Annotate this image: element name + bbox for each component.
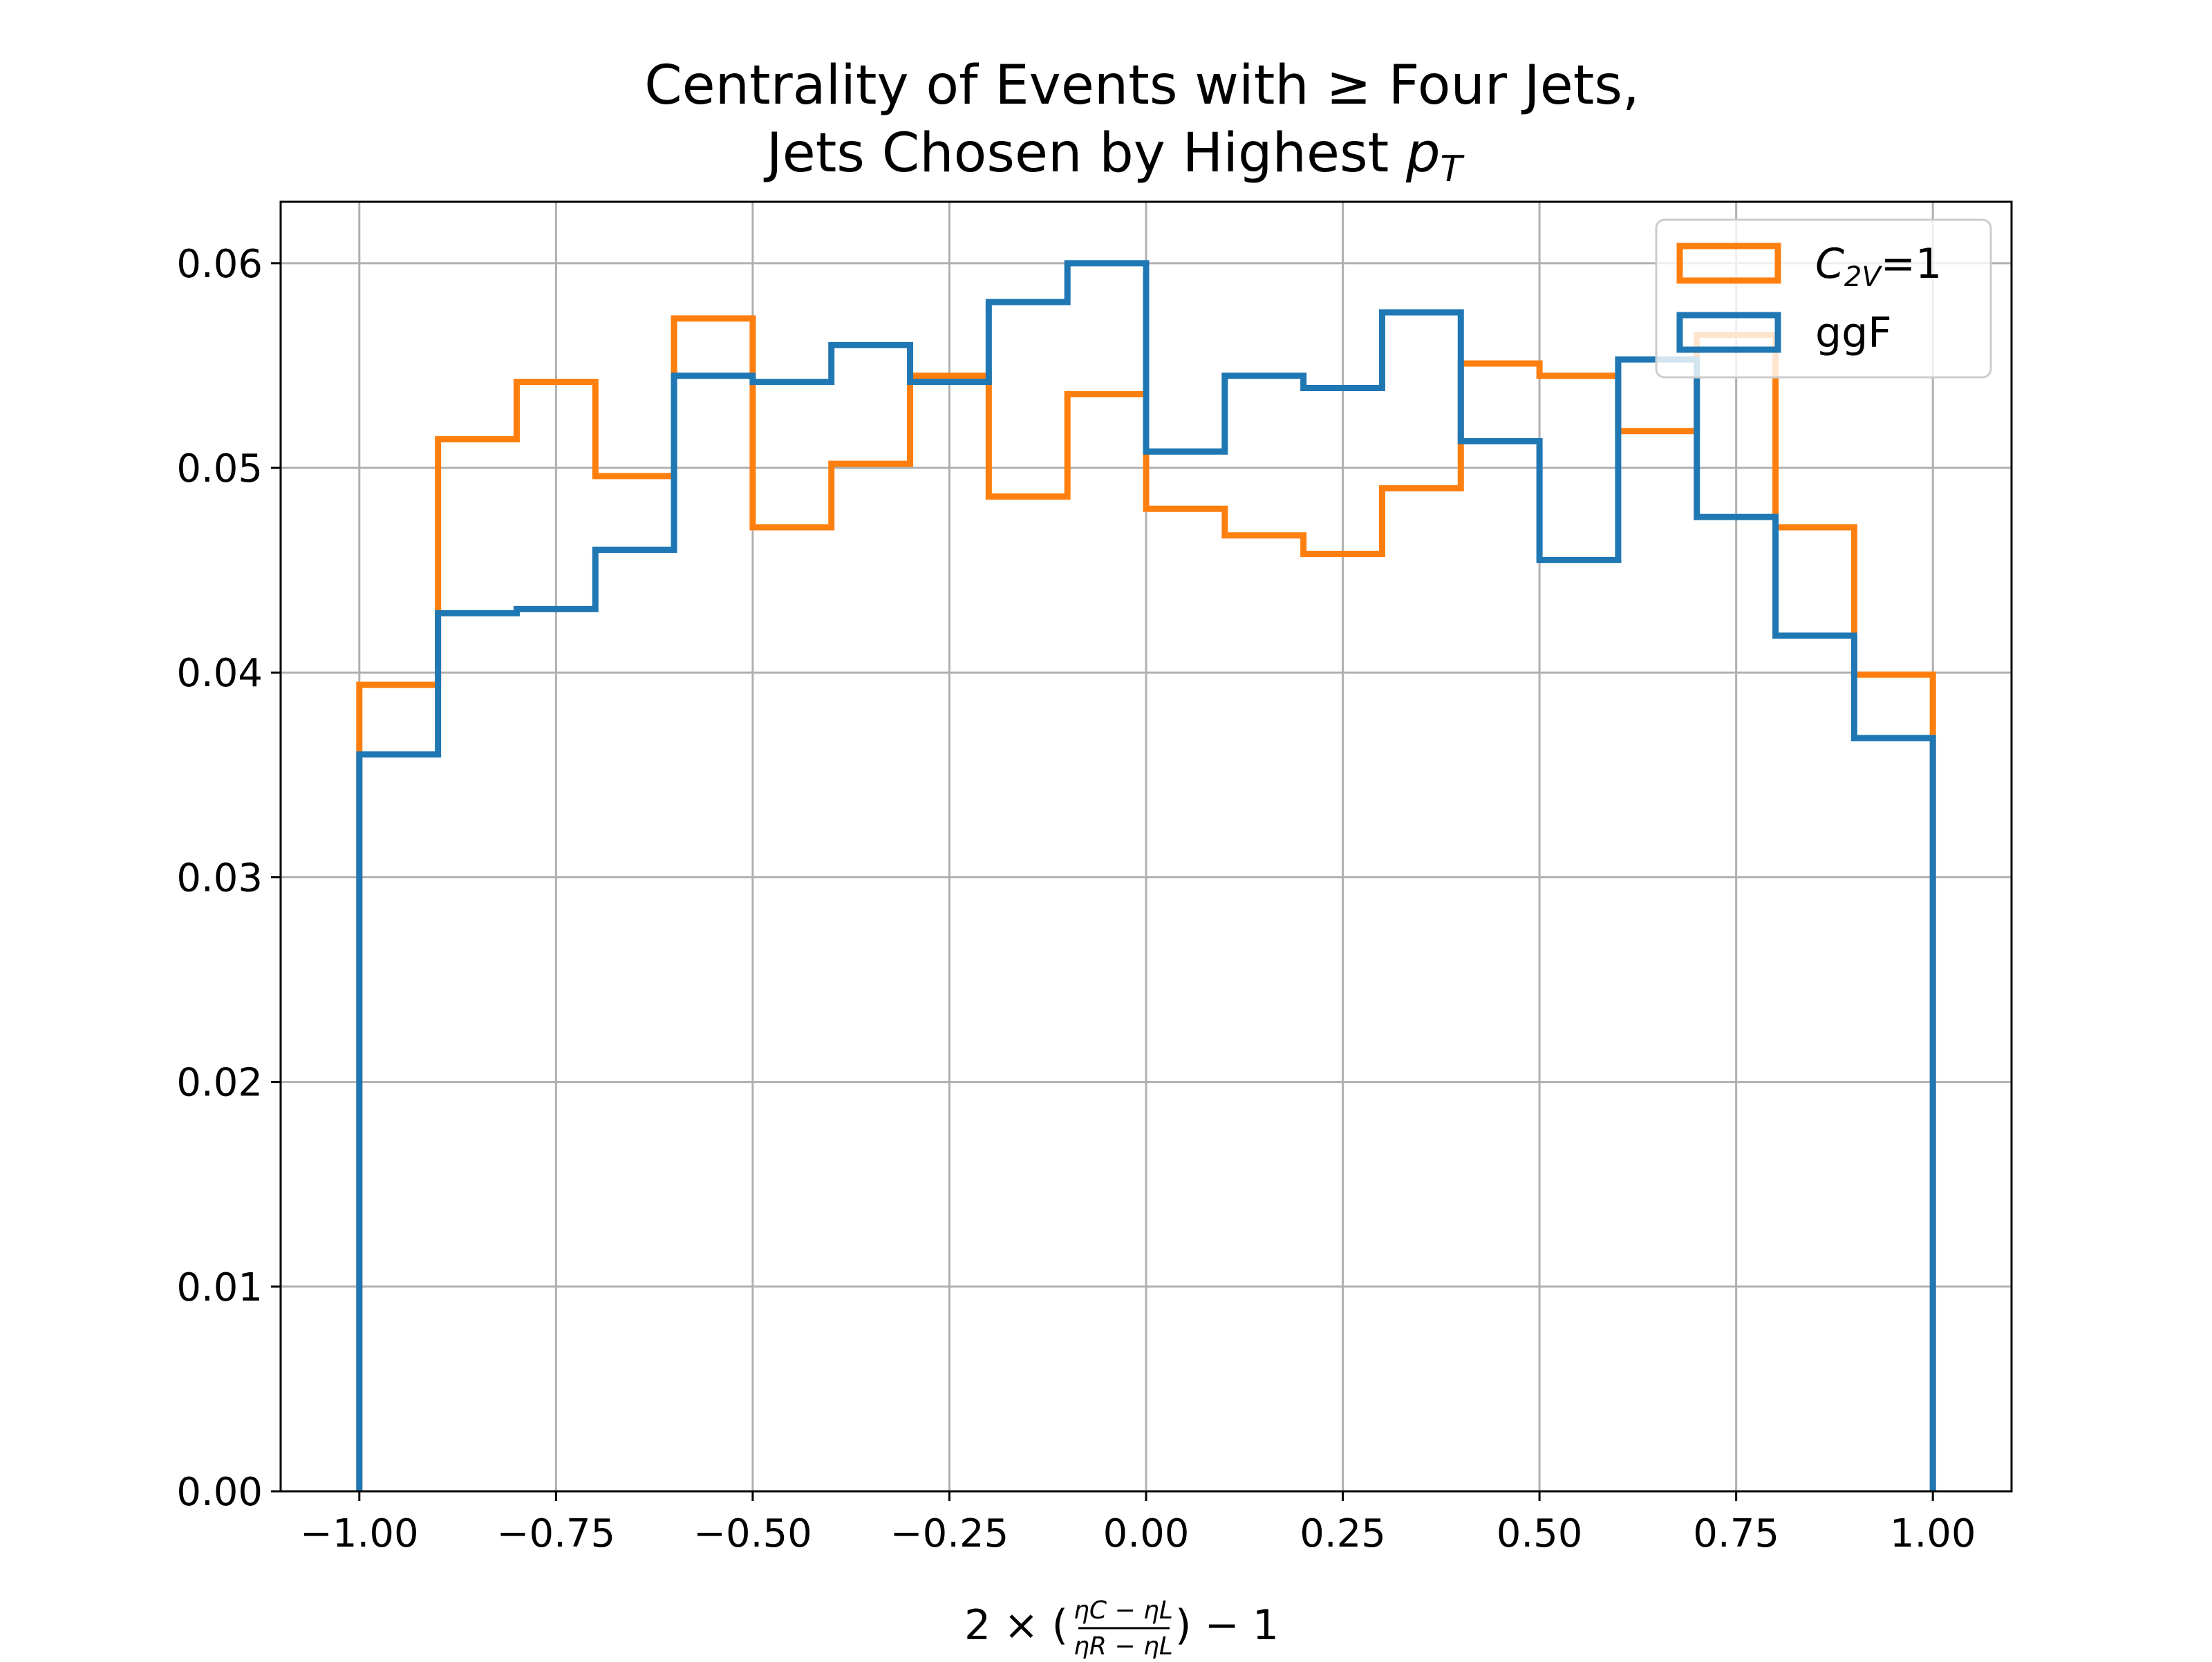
chart-title-math-base: p [1405,122,1441,185]
y-tick-label: 0.00 [176,1470,263,1515]
x-tick-label: −0.25 [890,1511,1009,1556]
series-layer [356,260,1936,1491]
chart-title-line-1: Centrality of Events with ≥ Four Jets, [644,55,1640,117]
x-tick-label: 0.00 [1103,1511,1190,1556]
x-tick-label: −0.75 [497,1511,616,1556]
x-axis-label-suffix: ) − 1 [1175,1601,1279,1650]
chart-title-math-sub: T [1440,149,1465,190]
chart-title-line-2-text: Jets Chosen by Highest [763,122,1406,185]
legend: C2V=1 ggF [1655,218,1992,379]
y-tick-label: 0.04 [176,651,263,696]
legend-swatch-ggf [1676,312,1781,353]
x-tick-label: 0.50 [1497,1511,1583,1556]
x-tick-label: 0.25 [1300,1511,1386,1556]
legend-label-c2v-sub: 2V [1844,261,1882,293]
x-axis-label: 2 × ( ηC − ηL ηR − ηL ) − 1 [964,1596,1279,1661]
legend-label-c2v: C2V=1 [1815,240,1942,293]
chart-title-line-2: Jets Chosen by Highest pT [763,122,1465,190]
x-axis-label-numerator: ηC − ηL [1074,1596,1173,1625]
y-tick-label: 0.01 [176,1265,263,1310]
legend-label-c2v-suffix: =1 [1881,240,1942,288]
legend-box [1655,218,1992,379]
y-tick-label: 0.03 [176,856,263,900]
tick-layer: −1.00 −0.75 −0.50 −0.25 0.00 0.25 0.50 0.75 1.00… [176,242,1976,1556]
x-tick-label: −0.50 [693,1511,812,1556]
legend-swatch-c2v [1676,243,1781,284]
histogram-series-ggf [356,260,1936,1491]
legend-label-ggf: ggF [1815,309,1892,357]
y-tick-label: 0.06 [176,242,263,287]
y-tick-label: 0.05 [176,446,263,491]
x-tick-label: 1.00 [1890,1511,1976,1556]
x-tick-label: −1.00 [300,1511,419,1556]
legend-label-c2v-base: C [1815,240,1844,288]
x-axis-label-denominator: ηR − ηL [1074,1632,1173,1659]
y-tick-label: 0.02 [176,1061,263,1106]
x-tick-label: 0.75 [1693,1511,1779,1556]
x-axis-label-prefix: 2 × ( [964,1601,1068,1650]
